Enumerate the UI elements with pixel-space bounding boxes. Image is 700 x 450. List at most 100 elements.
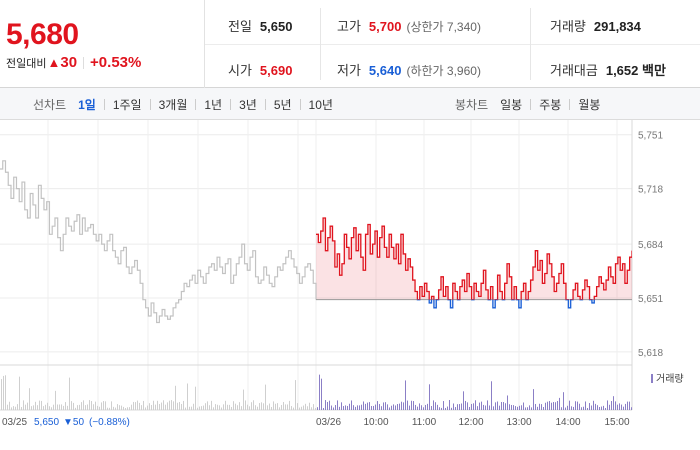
volume-bar xyxy=(155,404,156,410)
y-axis-labels: 5,751 5,718 5,684 5,651 5,618 xyxy=(638,131,663,359)
volume-bar xyxy=(405,380,406,410)
volume-bar xyxy=(237,405,238,410)
volume-bar xyxy=(551,402,552,410)
volume-bar xyxy=(439,407,440,410)
intraday-price-chart[interactable]: 5,751 5,718 5,684 5,651 5,618 03/26 10:00 11:0… xyxy=(0,120,700,450)
volume-bar xyxy=(477,406,478,410)
prev-day-close: 5,650 xyxy=(34,417,59,428)
volume-bar xyxy=(203,405,204,410)
y-tick-label: 5,718 xyxy=(638,185,663,196)
volume-bar xyxy=(517,406,518,410)
tab-1d[interactable]: 1일 xyxy=(78,97,96,112)
volume-bar xyxy=(623,406,624,410)
volume-bar xyxy=(159,404,160,410)
volume-bar xyxy=(607,400,608,410)
volume-bar xyxy=(605,407,606,410)
upper-limit: (상한가 7,340) xyxy=(406,20,481,34)
volume-bar xyxy=(593,400,594,410)
volume-bar xyxy=(243,389,244,410)
volume-bar xyxy=(231,406,232,410)
volume-bar xyxy=(41,400,42,410)
volume-bar xyxy=(521,405,522,410)
tab-monthly[interactable]: 월봉 xyxy=(578,97,601,112)
volume-bar xyxy=(99,406,100,410)
volume-bar xyxy=(47,402,48,410)
high-label: 고가 xyxy=(337,19,361,34)
tab-1w[interactable]: 1주일 xyxy=(112,97,142,112)
volume-bar xyxy=(459,404,460,410)
volume-bar xyxy=(379,404,380,410)
tab-3m[interactable]: 3개월 xyxy=(158,97,188,112)
volume-bar xyxy=(321,378,322,410)
volume-bar xyxy=(223,404,224,410)
volume-bar xyxy=(595,403,596,410)
volume-bar xyxy=(33,405,34,410)
today-up-line xyxy=(316,217,632,300)
volume-bar xyxy=(597,405,598,410)
volume-bar xyxy=(119,405,120,410)
volume-bar xyxy=(553,401,554,410)
tab-1y[interactable]: 1년 xyxy=(204,97,223,112)
volume-bar xyxy=(9,401,10,410)
tab-weekly[interactable]: 주봉 xyxy=(539,97,562,112)
amount-value: 1,652 백만 xyxy=(605,63,666,78)
volume-bar xyxy=(43,406,44,410)
volume-bar xyxy=(491,381,492,410)
x-tick-label: 14:00 xyxy=(555,417,580,428)
volume-bar xyxy=(191,406,192,410)
high-cell: 고가 5,700 (상한가 7,340) xyxy=(337,16,481,35)
volume-bar xyxy=(507,395,508,410)
volume-bar xyxy=(475,400,476,410)
volume-bar xyxy=(537,406,538,410)
tab-3y[interactable]: 3년 xyxy=(239,97,257,112)
prev-day-pct: (−0.88%) xyxy=(89,417,130,428)
volume-bar xyxy=(481,401,482,410)
divider xyxy=(530,98,532,110)
volume-bar xyxy=(293,407,294,410)
volume-bar xyxy=(423,407,424,410)
volume-bar xyxy=(115,407,116,410)
volume-bar xyxy=(285,404,286,410)
volume-bar xyxy=(599,407,600,410)
change-label: 전일대비 xyxy=(6,57,47,70)
divider xyxy=(299,98,301,110)
up-arrow-icon: ▲ xyxy=(47,55,61,70)
volume-bar xyxy=(535,403,536,410)
volume-bar xyxy=(629,401,630,410)
volume-bar xyxy=(493,406,494,410)
volume-bar xyxy=(229,404,230,410)
low-label: 저가 xyxy=(337,63,361,78)
volume-bar xyxy=(309,402,310,410)
volume-bar xyxy=(1,379,2,410)
volume-bar xyxy=(329,400,330,410)
tab-5y[interactable]: 5년 xyxy=(273,97,292,112)
x-tick-label: 11:00 xyxy=(412,417,437,428)
volume-bar xyxy=(209,405,210,410)
tab-10y[interactable]: 10년 xyxy=(308,97,333,112)
volume-bar xyxy=(225,400,226,410)
volume-bar xyxy=(415,404,416,410)
volume-bar xyxy=(533,389,534,410)
volume-bar xyxy=(39,400,40,410)
low-cell: 저가 5,640 (하한가 3,960) xyxy=(337,60,481,79)
volume-bar xyxy=(529,405,530,410)
volume-bar xyxy=(149,403,150,410)
volume-bar xyxy=(497,401,498,410)
divider xyxy=(103,98,105,110)
volume-bar xyxy=(71,401,72,410)
volume-bar xyxy=(265,384,266,410)
volume-bar xyxy=(287,404,288,410)
tab-daily[interactable]: 일봉 xyxy=(500,97,523,112)
y-tick-label: 5,651 xyxy=(638,294,663,305)
price-summary: 5,680 전일대비 ▲ 30 +0.53% 전일 5,650 시가 5,690… xyxy=(0,0,700,88)
volume-bar xyxy=(485,405,486,410)
volume-bar xyxy=(147,405,148,410)
volume-bar xyxy=(343,406,344,410)
volume-bar xyxy=(437,404,438,410)
volume-bar xyxy=(351,400,352,410)
volume-bar xyxy=(189,406,190,410)
volume-bar xyxy=(123,406,124,410)
current-price-block: 5,680 전일대비 ▲ 30 +0.53% xyxy=(0,0,205,88)
volume-bar xyxy=(151,404,152,410)
volume-bar xyxy=(75,407,76,410)
